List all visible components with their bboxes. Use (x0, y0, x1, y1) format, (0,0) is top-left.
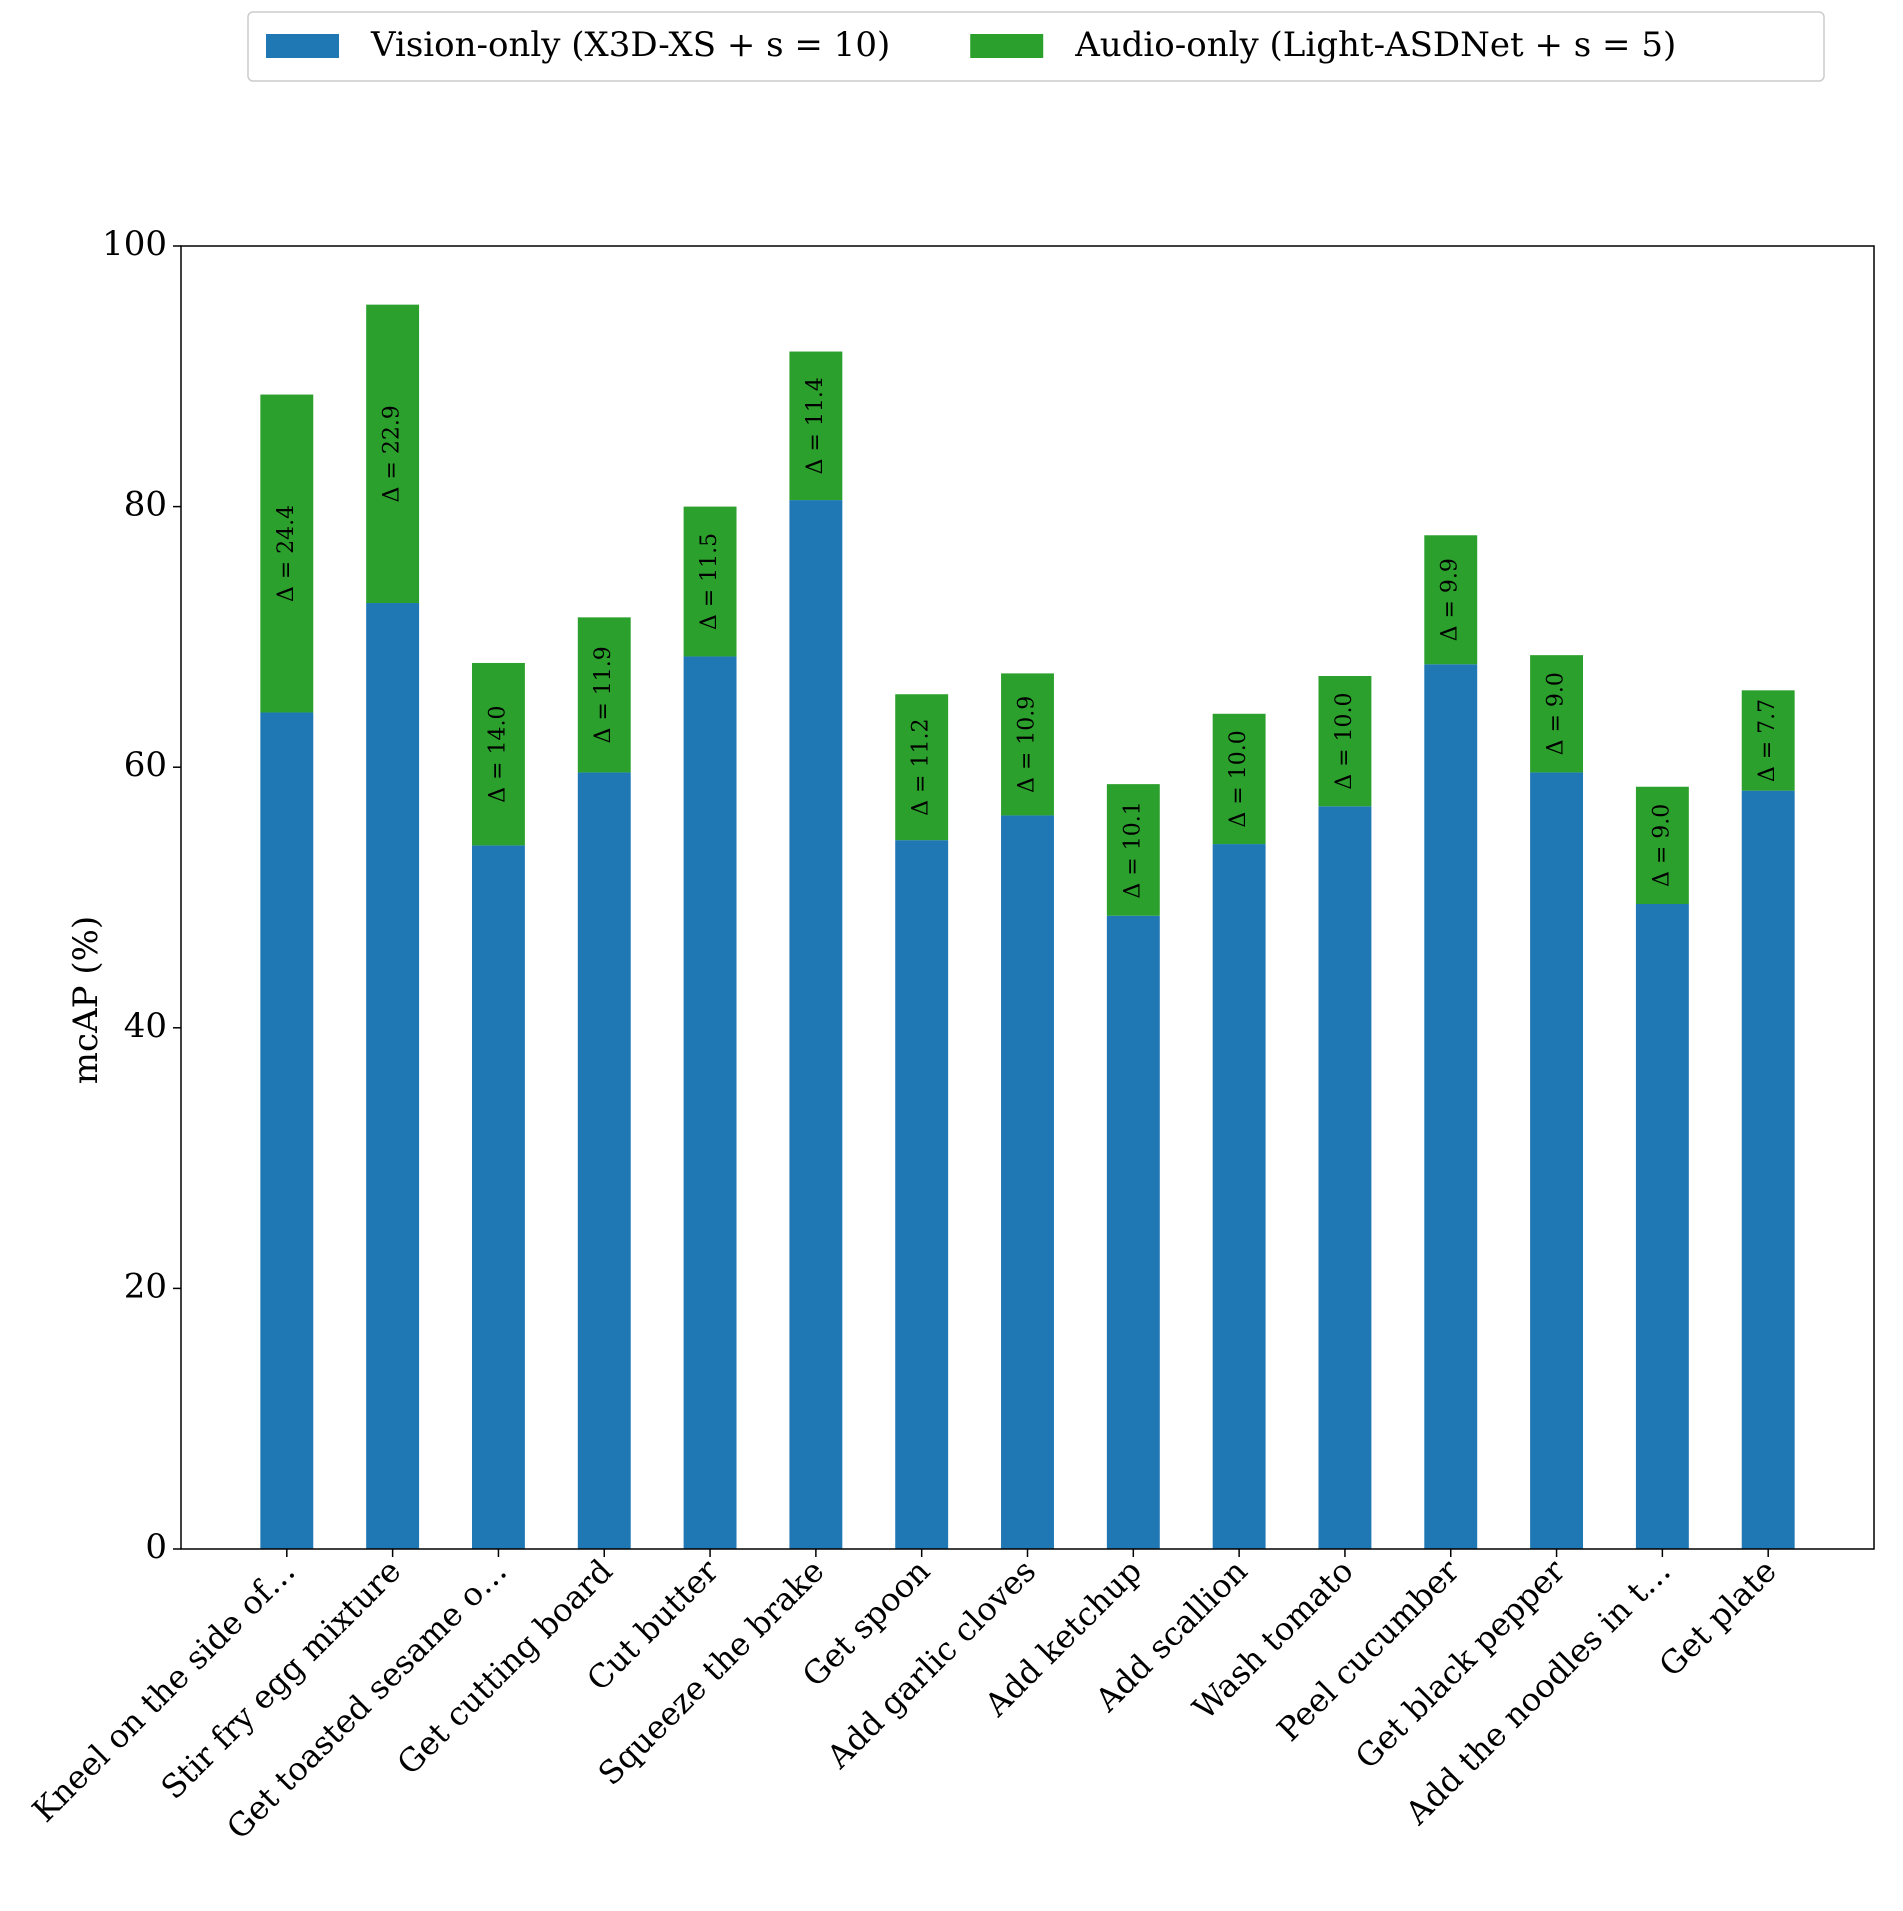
y-tick-label: 60 (124, 745, 167, 785)
bar-segment (1001, 673, 1054, 816)
data-label: Δ = 10.0 (1332, 692, 1357, 789)
legend-swatch (266, 34, 339, 58)
bar-segment (1318, 675, 1372, 807)
data-label: Δ = 24.4 (274, 505, 299, 602)
bar-segment (1001, 815, 1054, 1549)
bar-segment (260, 394, 314, 713)
bar-segment (1106, 915, 1160, 1549)
bar-segment (1212, 713, 1266, 845)
data-label: Δ = 9.9 (1438, 558, 1463, 641)
data-label: Δ = 22.9 (380, 405, 405, 502)
bar-segment (260, 712, 314, 1549)
bar-segment (1106, 784, 1160, 916)
legend-label: Audio-only (Light-ASDNet + s = 5) (1074, 25, 1676, 65)
bar-segment (1530, 655, 1584, 773)
legend-label: Vision-only (X3D-XS + s = 10) (370, 25, 890, 65)
bar-segment (577, 617, 631, 773)
data-label: Δ = 11.5 (697, 533, 722, 630)
data-label: Δ = 14.0 (485, 706, 510, 803)
legend-swatch (970, 34, 1044, 58)
data-label: Δ = 10.0 (1226, 730, 1251, 827)
bar-segment (366, 603, 420, 1549)
data-label: Δ = 10.1 (1120, 801, 1145, 898)
y-tick-label: 80 (124, 485, 167, 525)
y-tick-label: 100 (102, 224, 167, 264)
x-tick-label: Peel cucumber (1269, 1551, 1466, 1748)
bar-segment (1318, 806, 1372, 1549)
bar-segment (1424, 535, 1478, 665)
data-label: Δ = 9.0 (1544, 672, 1569, 755)
y-tick-label: 0 (145, 1527, 167, 1567)
bar-segment (1424, 664, 1478, 1549)
data-label: Δ = 11.2 (909, 719, 934, 816)
bar-segment (895, 694, 949, 841)
x-tick-label: Get plate (1652, 1552, 1784, 1684)
bar-segment (1212, 844, 1266, 1549)
data-label: Δ = 9.0 (1649, 804, 1674, 887)
bar-segment (1741, 690, 1795, 791)
bar-segment (1635, 786, 1689, 905)
bar-segment (683, 656, 737, 1549)
data-label: Δ = 11.9 (591, 646, 616, 743)
data-label: Δ = 7.7 (1755, 699, 1780, 782)
bar-segment (366, 304, 420, 604)
bar-segment (471, 845, 525, 1549)
y-tick-label: 40 (124, 1006, 167, 1046)
bar-segment (471, 662, 525, 846)
bar-segment (895, 840, 949, 1549)
bar-segment (1530, 772, 1584, 1549)
y-axis-label: mcAP (%) (66, 916, 106, 1084)
bar-segment (683, 506, 737, 657)
data-label: Δ = 10.9 (1015, 696, 1040, 793)
bar-segment (789, 500, 843, 1550)
y-tick-label: 20 (124, 1266, 167, 1306)
bar-segment (789, 351, 843, 501)
bar-segment (1741, 790, 1795, 1549)
bar-segment (1635, 904, 1689, 1549)
bar-segment (577, 772, 631, 1549)
plot-frame (180, 245, 1875, 1550)
data-label: Δ = 11.4 (803, 377, 828, 474)
legend: Vision-only (X3D-XS + s = 10) Audio-only … (247, 11, 1825, 82)
